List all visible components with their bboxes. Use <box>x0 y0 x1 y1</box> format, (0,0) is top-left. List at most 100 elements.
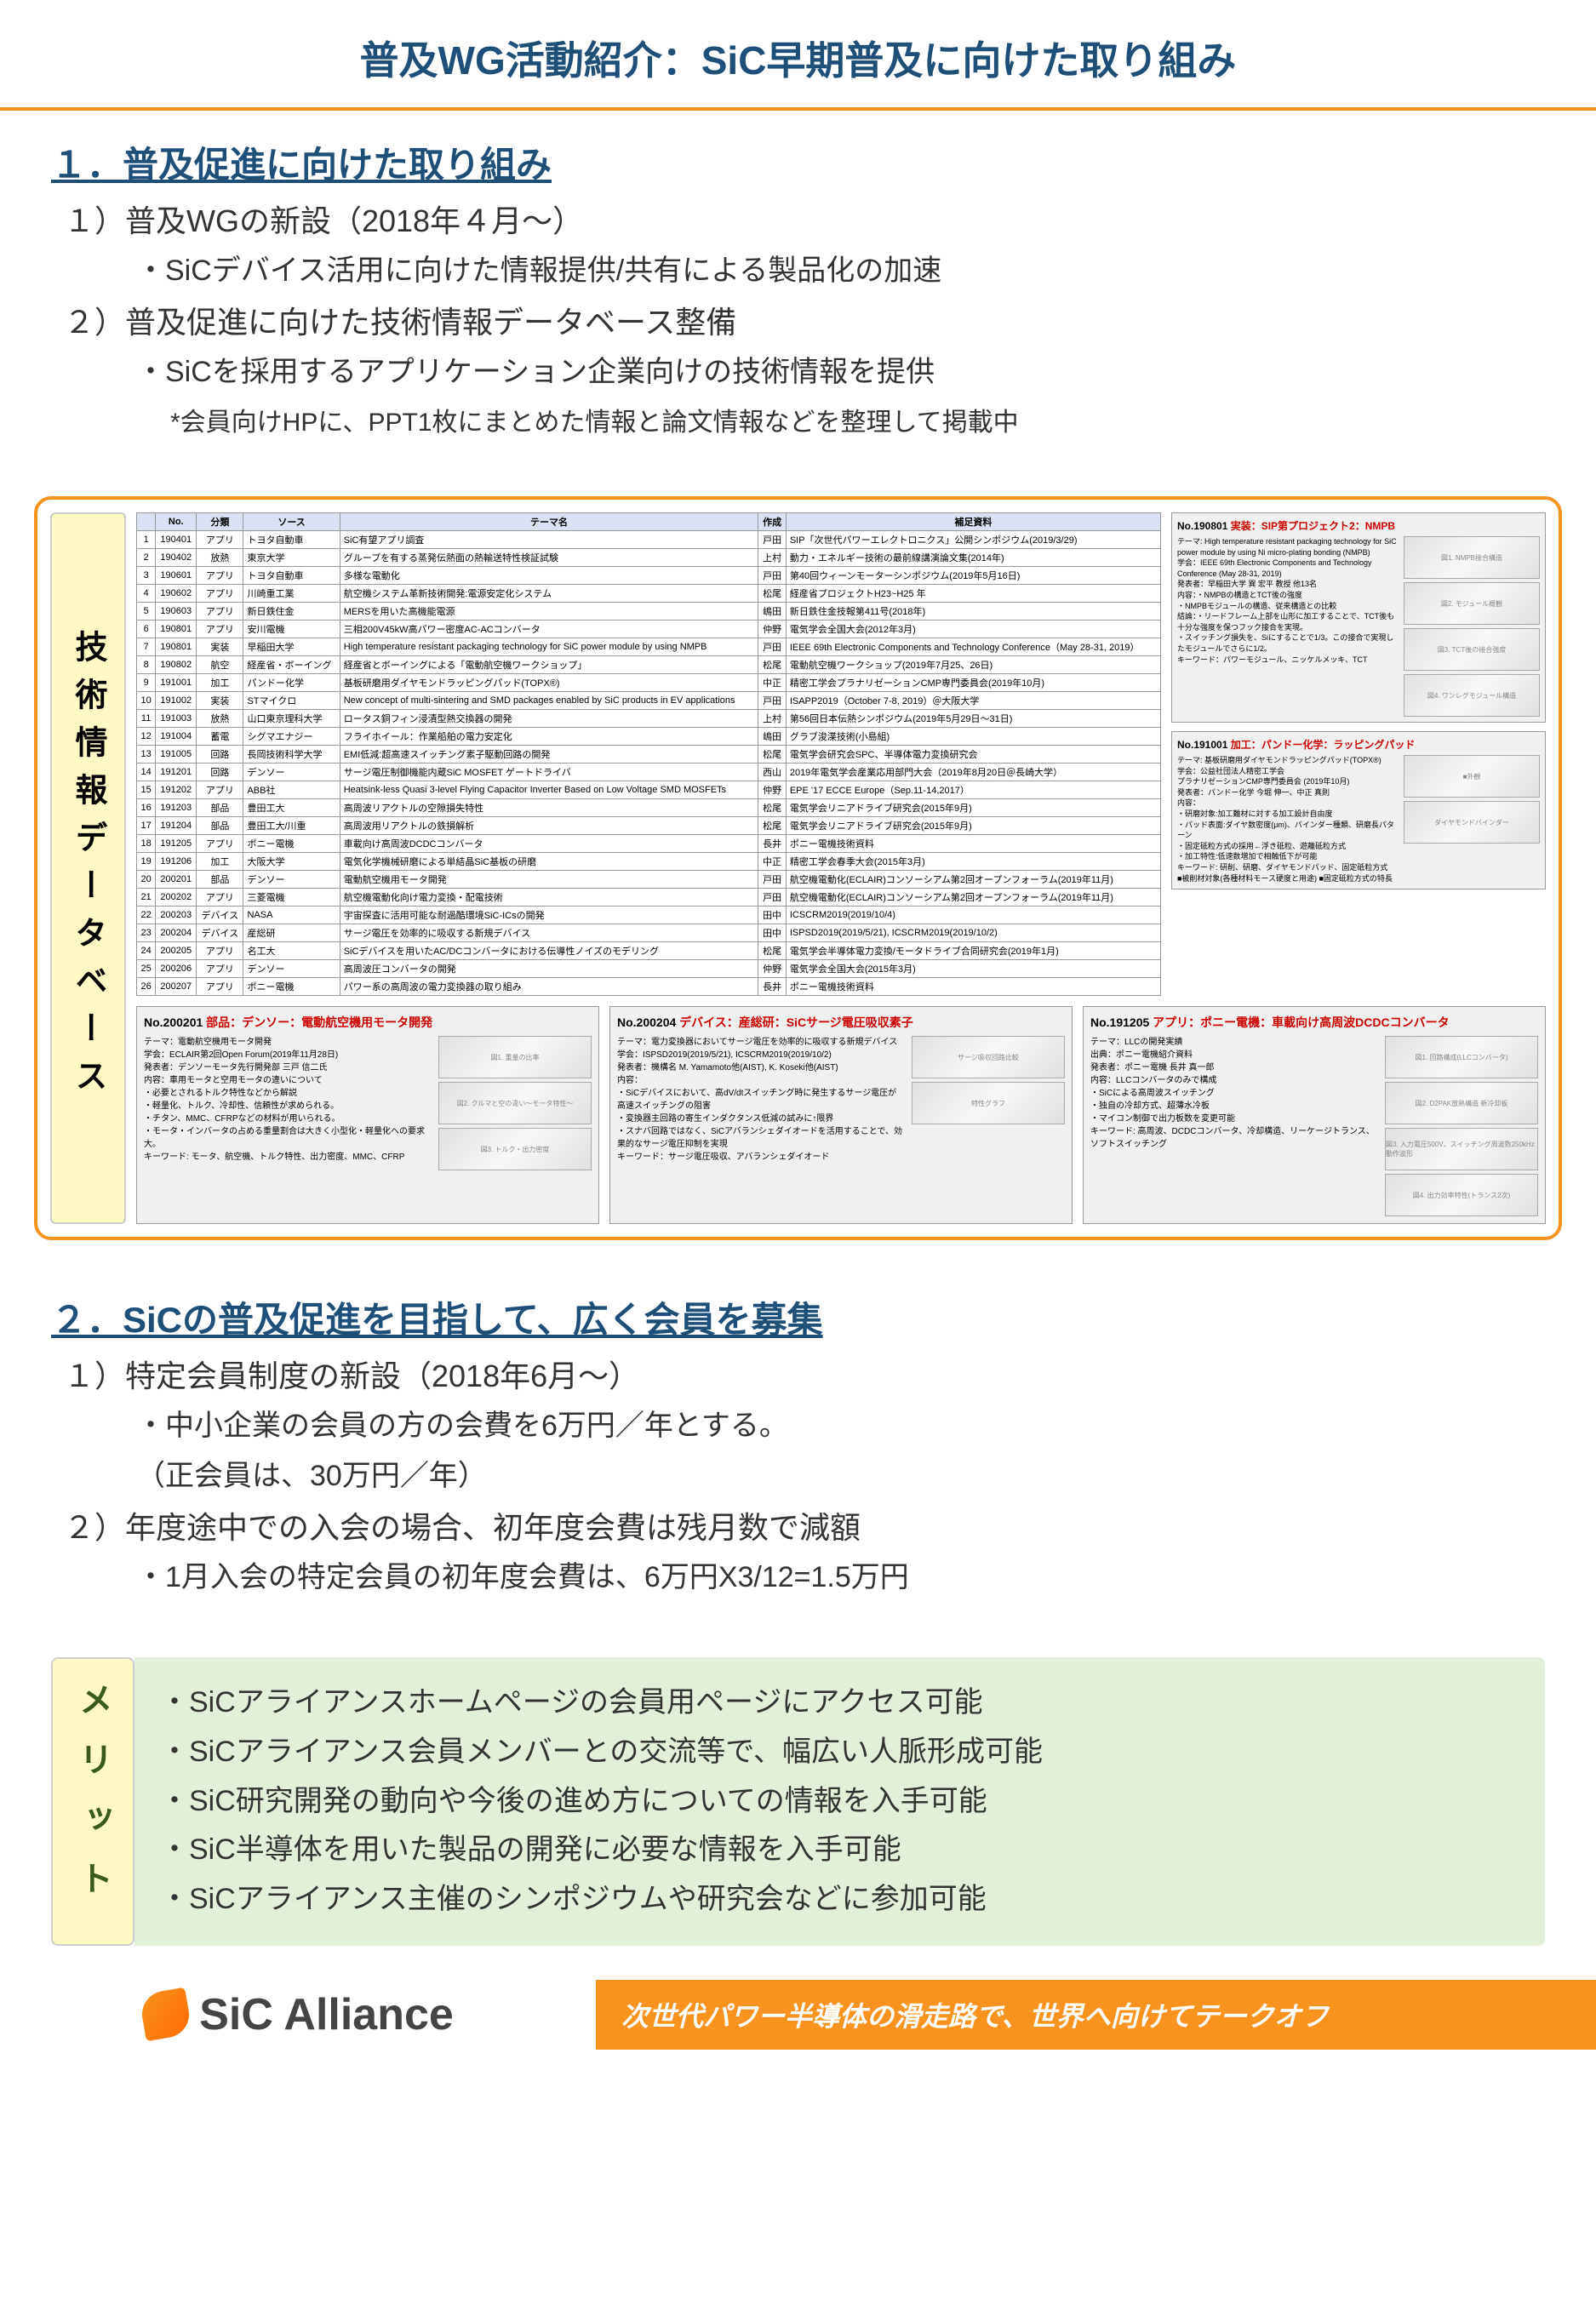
table-row: 18191205アプリポニー電機車載向け高周波DCDCコンバータ長井ポニー電機技… <box>137 835 1161 853</box>
card-image: 図3. TCT後の接合強度 <box>1404 628 1540 671</box>
section1-heading: １．普及促進に向けた取り組み <box>51 136 1545 188</box>
table-cell: 191206 <box>156 853 197 871</box>
table-cell: 宇宙探査に活用可能な耐過酷環境SiC-ICsの開発 <box>340 907 758 924</box>
card-image: 図2. クルマと空の違い～モータ特性～ <box>438 1082 592 1124</box>
card-image: ダイヤモンドバインダー <box>1404 801 1540 844</box>
table-header: ソース <box>243 513 340 531</box>
side-cards: No.190801 実装：SIP第プロジェクト2：NMPB テーマ: High … <box>1171 512 1546 996</box>
table-row: 16191203部品豊田工大高周波リアクトルの空隙損失特性松尾電気学会リニアドラ… <box>137 799 1161 817</box>
table-cell: 戸田 <box>758 531 787 549</box>
table-cell: STマイクロ <box>243 692 340 710</box>
table-cell: 経産省とボーイングによる「電動航空機ワークショップ」 <box>340 656 758 674</box>
table-cell: 長井 <box>758 835 787 853</box>
table-cell: 24 <box>137 942 156 960</box>
database-container: 技術情報データベース No.分類ソーステーマ名作成補足資料 1190401アプリ… <box>34 496 1562 1240</box>
table-cell: SiC有望アプリ調査 <box>340 531 758 549</box>
section1-item1: １）普及WGの新設（2018年４月～） <box>64 198 1545 244</box>
table-cell: 戸田 <box>758 638 787 656</box>
table-cell: 多様な電動化 <box>340 567 758 585</box>
table-row: 7190801実装早稲田大学High temperature resistant… <box>137 638 1161 656</box>
section2-item1: １）特定会員制度の新設（2018年6月～） <box>64 1353 1545 1399</box>
table-cell: トヨタ自動車 <box>243 531 340 549</box>
table-cell: 松尾 <box>758 746 787 764</box>
table-row: 6190801アプリ安川電機三相200V45kW高パワー密度AC-ACコンバータ… <box>137 621 1161 638</box>
table-row: 10191002実装STマイクロNew concept of multi-sin… <box>137 692 1161 710</box>
table-cell: 新日鉄住金技報第411号(2018年) <box>786 603 1160 621</box>
table-cell: グループを有する蒸発伝熱面の熱輸送特性検証試験 <box>340 549 758 567</box>
card-image: 図3. 入力電圧500V、スイッチング周波数250kHz 動作波形 <box>1385 1128 1538 1170</box>
table-cell: 191202 <box>156 781 197 799</box>
table-cell: 仲野 <box>758 960 787 978</box>
merit-box: メリット ・SiCアライアンスホームページの会員用ページにアクセス可能・SiCア… <box>51 1657 1545 1946</box>
table-cell: 電動航空機用モータ開発 <box>340 871 758 889</box>
table-cell: 26 <box>137 978 156 996</box>
table-cell: 大阪大学 <box>243 853 340 871</box>
table-cell: 200204 <box>156 924 197 942</box>
table-cell: 加工 <box>197 674 243 692</box>
merit-item: ・SiC研究開発の動向や今後の進め方についての情報を入手可能 <box>160 1777 1519 1827</box>
table-cell: アプリ <box>197 621 243 638</box>
merit-label: メリット <box>51 1657 134 1946</box>
table-cell: 精密工学会春季大会(2015年3月) <box>786 853 1160 871</box>
table-cell: 1 <box>137 531 156 549</box>
footer-logo: SiC Alliance <box>0 1989 596 2040</box>
table-row: 1190401アプリトヨタ自動車SiC有望アプリ調査戸田SIP「次世代パワーエレ… <box>137 531 1161 549</box>
table-row: 12191004蓄電シグマエナジーフライホイール：作業船舶の電力安定化嶋田グラブ… <box>137 728 1161 746</box>
side-card: No.190801 実装：SIP第プロジェクト2：NMPB テーマ: High … <box>1171 512 1546 723</box>
table-cell: 13 <box>137 746 156 764</box>
table-cell: New concept of multi-sintering and SMD p… <box>340 692 758 710</box>
page-title: 普及WG活動紹介：SiC早期普及に向けた取り組み <box>0 0 1596 107</box>
table-cell: 仲野 <box>758 621 787 638</box>
table-cell: 2019年電気学会産業応用部門大会（2019年8月20日＠長崎大学） <box>786 764 1160 781</box>
table-row: 15191202アプリABB社Heatsink-less Quasi 3-lev… <box>137 781 1161 799</box>
table-cell: 仲野 <box>758 781 787 799</box>
merit-item: ・SiCアライアンス会員メンバーとの交流等で、幅広い人脈形成可能 <box>160 1728 1519 1777</box>
table-cell: 上村 <box>758 549 787 567</box>
table-cell: ポニー電機技術資料 <box>786 978 1160 996</box>
table-cell: パワー系の高周波の電力変換器の取り組み <box>340 978 758 996</box>
footer-tagline: 次世代パワー半導体の滑走路で、世界へ向けてテークオフ <box>596 1980 1596 2050</box>
table-cell: 4 <box>137 585 156 603</box>
table-cell: ロータス銅フィン浸漬型熱交換器の開発 <box>340 710 758 728</box>
table-cell: 名工大 <box>243 942 340 960</box>
table-cell: 部品 <box>197 871 243 889</box>
table-header: 分類 <box>197 513 243 531</box>
table-cell: デンソー <box>243 764 340 781</box>
table-cell: 191001 <box>156 674 197 692</box>
table-cell: 新日鉄住金 <box>243 603 340 621</box>
table-cell: 191205 <box>156 835 197 853</box>
table-cell: 実装 <box>197 638 243 656</box>
table-cell: 191002 <box>156 692 197 710</box>
table-cell: 200207 <box>156 978 197 996</box>
logo-icon <box>139 1988 193 2042</box>
table-cell: 中正 <box>758 674 787 692</box>
table-cell: 2 <box>137 549 156 567</box>
card-image: 図3. トルク・出力密度 <box>438 1128 592 1170</box>
table-cell: ICSCRM2019(2019/10/4) <box>786 907 1160 924</box>
table-cell: 高周波圧コンバータの開発 <box>340 960 758 978</box>
table-cell: 電気学会全国大会(2012年3月) <box>786 621 1160 638</box>
table-cell: 191204 <box>156 817 197 835</box>
table-header: テーマ名 <box>340 513 758 531</box>
table-cell: 蓄電 <box>197 728 243 746</box>
bottom-card: No.191205 アプリ：ポニー電機：車載向け高周波DCDCコンバータ テーマ… <box>1083 1006 1546 1224</box>
card-image: 図2. モジュール概観 <box>1404 582 1540 625</box>
table-cell: 回路 <box>197 764 243 781</box>
table-cell: 190602 <box>156 585 197 603</box>
table-cell: 第56回日本伝熱シンポジウム(2019年5月29日～31日) <box>786 710 1160 728</box>
table-cell: 田中 <box>758 907 787 924</box>
table-cell: シグマエナジー <box>243 728 340 746</box>
card-image: 図1. 重量の比率 <box>438 1036 592 1078</box>
table-header: 補足資料 <box>786 513 1160 531</box>
table-cell: ポニー電機 <box>243 978 340 996</box>
section1-item2-detail: ・SiCを採用するアプリケーション企業向けの技術情報を提供 <box>136 351 1545 394</box>
section2-heading: ２．SiCの普及促進を目指して、広く会員を募集 <box>51 1291 1545 1343</box>
table-cell: 191203 <box>156 799 197 817</box>
table-cell: 実装 <box>197 692 243 710</box>
database-table: No.分類ソーステーマ名作成補足資料 1190401アプリトヨタ自動車SiC有望… <box>136 512 1161 996</box>
table-cell: 第40回ウィーンモーターシンポジウム(2019年5月16日) <box>786 567 1160 585</box>
table-cell: 電気学会半導体電力変換/モータドライブ合同研究会(2019年1月) <box>786 942 1160 960</box>
side-card: No.191001 加工：パンドー化学：ラッピングパッド テーマ: 基板研磨用ダ… <box>1171 731 1546 889</box>
table-cell: 9 <box>137 674 156 692</box>
table-cell: アプリ <box>197 889 243 907</box>
